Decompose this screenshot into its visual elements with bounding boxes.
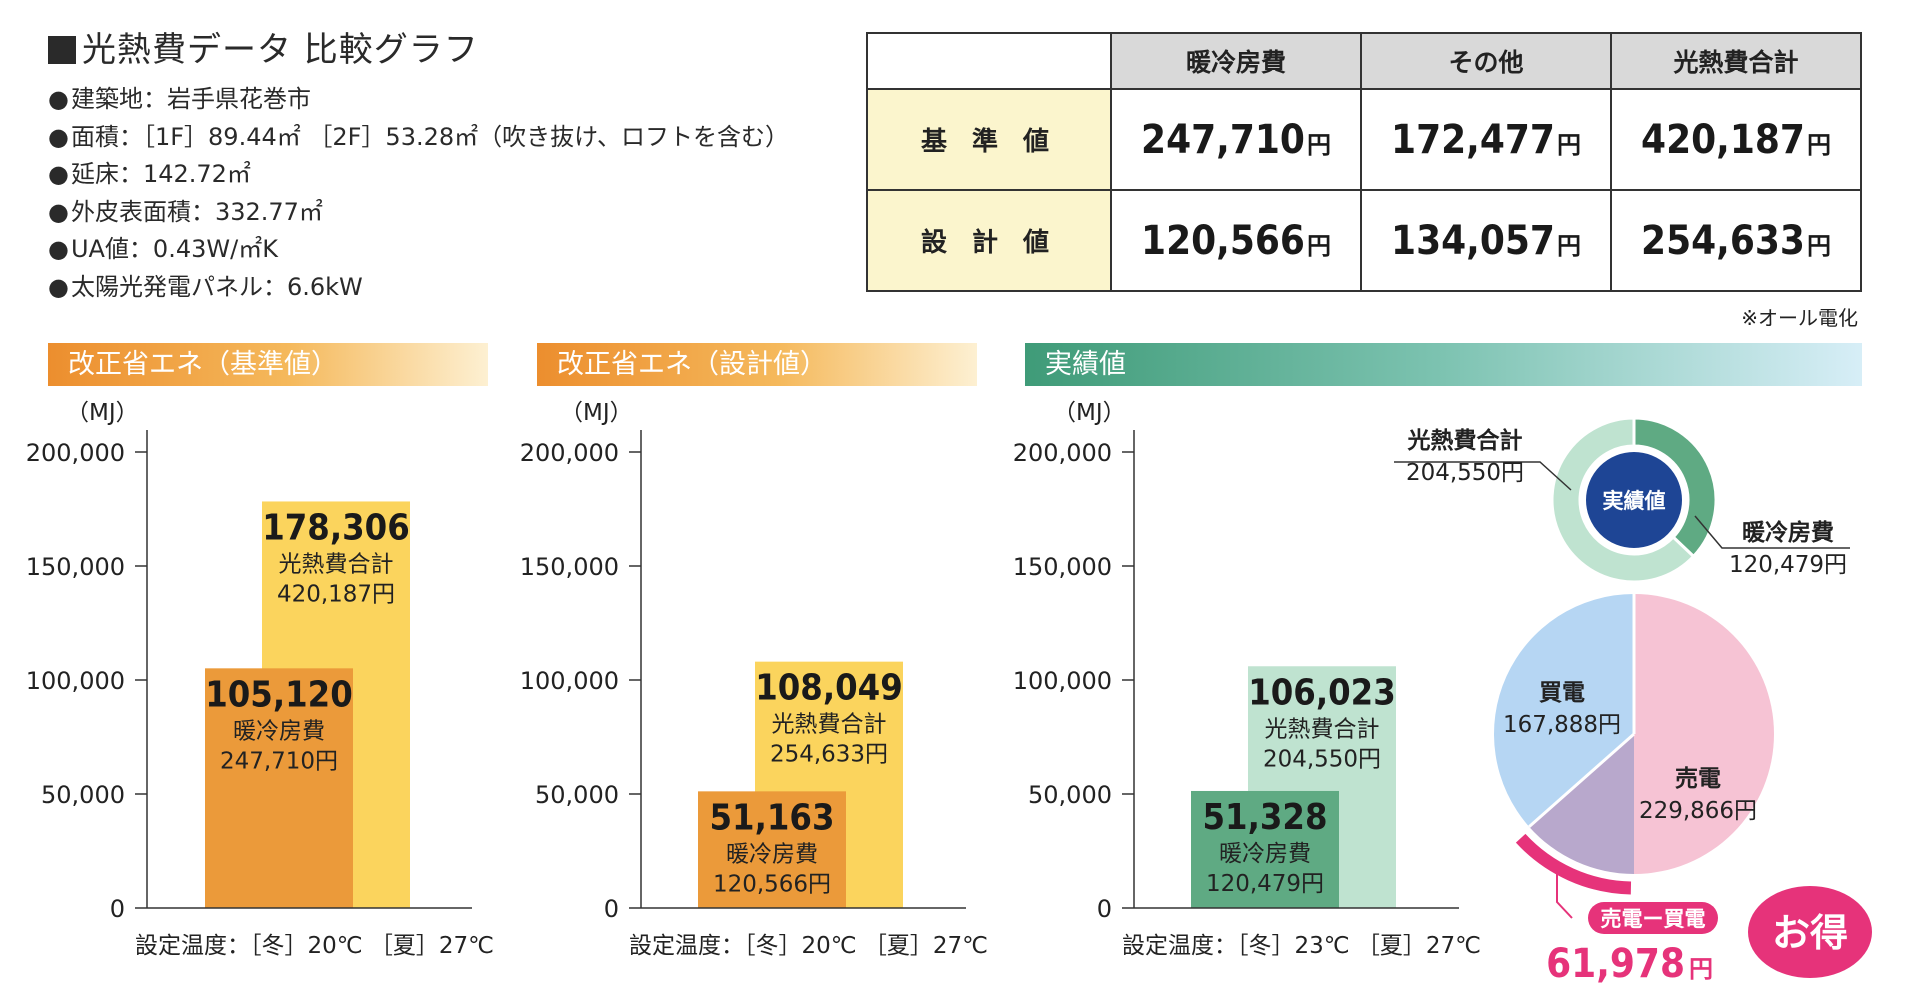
donut-slice-total [1550, 416, 1696, 584]
donut-value-heating: 120,479円 [1729, 552, 1847, 578]
callout-line-heating [1694, 515, 1850, 549]
series-name-total: 光熱費合計 [772, 712, 887, 738]
page-title: 光熱費データ 比較グラフ [48, 22, 789, 71]
difference-pill [1588, 902, 1718, 934]
panel-header-design: 改正省エネ（設計値） [537, 343, 977, 386]
pie-label-sell: 売電 [1675, 766, 1721, 792]
pie-slice-difference [1529, 734, 1634, 874]
y-axis-unit: （MJ） [560, 400, 633, 426]
data-label-heating: 51,328 [1203, 797, 1328, 838]
temperature-caption: 設定温度：［冬］20℃ ［夏］27℃ [629, 933, 988, 959]
y-axis-unit: （MJ） [66, 400, 139, 426]
y-tick-label: 0 [1097, 895, 1112, 923]
data-label-total: 106,023 [1248, 672, 1396, 713]
panel-header-actual: 実績値 [1025, 343, 1862, 386]
series-name-total: 光熱費合計 [1265, 716, 1380, 742]
donut-label-total: 光熱費合計 [1407, 427, 1523, 454]
row-label: 設 計 値 [866, 189, 1112, 292]
pie-divider [1528, 732, 1635, 828]
table-header: その他 [1360, 32, 1612, 90]
temperature-caption: 設定温度：［冬］20℃ ［夏］27℃ [135, 933, 494, 959]
table-row: 基 準 値 247,710円 172,477円 420,187円 [866, 88, 1862, 191]
table-cell: 254,633円 [1610, 189, 1862, 292]
table-cell: 420,187円 [1610, 88, 1862, 191]
series-name-heating: 暖冷房費 [1219, 841, 1311, 867]
info-item-area: 面積：［1F］89.44㎡ ［2F］53.28㎡（吹き抜け、ロフトを含む） [48, 119, 789, 157]
y-tick-label: 100,000 [1013, 667, 1112, 695]
y-tick-label: 200,000 [1013, 439, 1112, 467]
y-tick-label: 0 [110, 895, 125, 923]
y-tick-label: 50,000 [1028, 781, 1112, 809]
bar-heating [698, 791, 846, 908]
info-item-floor-area: 延床：142.72㎡ [48, 156, 789, 194]
y-tick-label: 150,000 [26, 553, 125, 581]
donut-center-label: 実績値 [1603, 489, 1666, 513]
pie-slice-sell [1634, 594, 1774, 874]
y-tick-label: 200,000 [520, 439, 619, 467]
series-name-heating: 暖冷房費 [726, 841, 818, 867]
badge-label: お得 [1772, 911, 1848, 955]
info-item-location: 建築地：岩手県花巻市 [48, 81, 789, 119]
table-header: 暖冷房費 [1110, 32, 1362, 90]
cost-label-heating: 120,566円 [713, 871, 831, 897]
callout-line-total [1394, 461, 1572, 491]
data-label-total: 178,306 [262, 507, 410, 548]
y-tick-label: 100,000 [26, 667, 125, 695]
table-header: 光熱費合計 [1610, 32, 1862, 90]
temperature-caption: 設定温度：［冬］23℃ ［夏］27℃ [1122, 933, 1481, 959]
y-tick-label: 150,000 [1013, 553, 1112, 581]
pie-slice-buy [1494, 594, 1634, 827]
donut-slice-heating [1632, 416, 1718, 559]
y-tick-label: 0 [604, 895, 619, 923]
donut-label-heating: 暖冷房費 [1742, 519, 1834, 546]
series-name-total: 光熱費合計 [279, 551, 394, 577]
y-tick-label: 200,000 [26, 439, 125, 467]
difference-unit: 円 [1689, 955, 1713, 983]
row-label: 基 準 値 [866, 88, 1112, 191]
bar-heating [1191, 790, 1339, 908]
y-axis-unit: （MJ） [1053, 400, 1126, 426]
table-row: 設 計 値 120,566円 134,057円 254,633円 [866, 189, 1862, 292]
y-tick-label: 150,000 [520, 553, 619, 581]
pie-value-sell: 229,866円 [1639, 798, 1757, 824]
cost-label-heating: 247,710円 [220, 748, 338, 774]
table-cell: 247,710円 [1110, 88, 1362, 191]
bar-heating [205, 668, 353, 908]
table-corner [866, 32, 1112, 90]
pie-value-buy: 167,888円 [1503, 712, 1621, 738]
data-label-heating: 105,120 [205, 674, 353, 715]
table-cell: 120,566円 [1110, 189, 1362, 292]
donut-value-total: 204,550円 [1406, 460, 1524, 486]
info-block: 光熱費データ 比較グラフ 建築地：岩手県花巻市 面積：［1F］89.44㎡ ［2… [48, 22, 789, 306]
cost-label-total: 204,550円 [1263, 746, 1381, 772]
difference-value: 61,978 [1546, 941, 1685, 987]
square-icon [48, 36, 76, 64]
panel-header-standard: 改正省エネ（基準値） [48, 343, 488, 386]
table-cell: 134,057円 [1360, 189, 1612, 292]
y-tick-label: 50,000 [41, 781, 125, 809]
table-cell: 172,477円 [1360, 88, 1612, 191]
table-note: ※オール電化 [1741, 306, 1858, 330]
donut-center [1584, 450, 1684, 550]
info-item-ua: UA値：0.43W/㎡K [48, 231, 789, 269]
data-label-total: 108,049 [755, 668, 903, 709]
info-item-envelope: 外皮表面積：332.77㎡ [48, 194, 789, 232]
cost-label-heating: 120,479円 [1206, 871, 1324, 897]
cost-label-total: 420,187円 [277, 581, 395, 607]
y-tick-label: 50,000 [535, 781, 619, 809]
series-name-heating: 暖冷房費 [233, 718, 325, 744]
cost-table: 暖冷房費 その他 光熱費合計 基 準 値 247,710円 172,477円 4… [866, 32, 1862, 292]
pie-label-buy: 買電 [1539, 680, 1585, 706]
difference-label: 売電ー買電 [1601, 907, 1706, 931]
y-tick-label: 100,000 [520, 667, 619, 695]
badge-bubble [1748, 886, 1872, 978]
info-item-solar: 太陽光発電パネル：6.6kW [48, 269, 789, 307]
data-label-heating: 51,163 [710, 797, 835, 838]
table-header-row: 暖冷房費 その他 光熱費合計 [866, 32, 1862, 90]
cost-label-total: 254,633円 [770, 742, 888, 768]
difference-arc [1515, 833, 1632, 895]
difference-connector [1556, 870, 1573, 919]
